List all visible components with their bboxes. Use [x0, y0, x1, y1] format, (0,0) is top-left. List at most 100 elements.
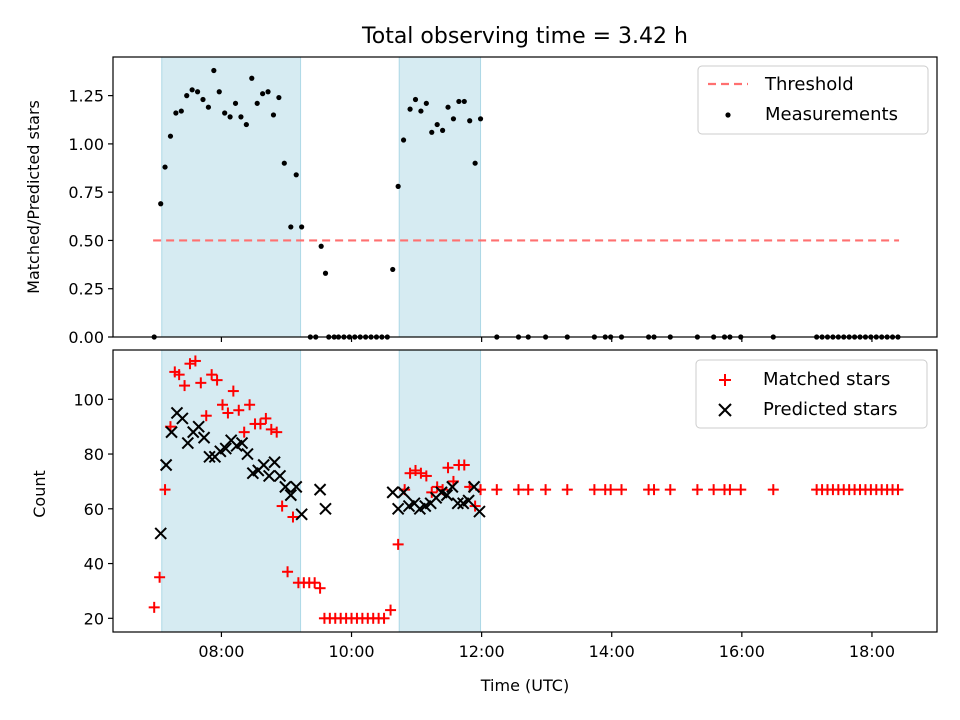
x-tick-label: 10:00: [328, 642, 374, 661]
matched-star-point: [227, 385, 239, 397]
measurement-point: [265, 89, 271, 95]
x-axis-label: Time (UTC): [480, 676, 569, 695]
count-shaded-interval: [161, 349, 302, 633]
predicted-legend-label: Predicted stars: [763, 399, 897, 420]
count-y-axis-label: Count: [30, 470, 49, 518]
ratio-y-tick-label: 0.50: [68, 231, 104, 250]
count-legend: Matched stars Predicted stars: [695, 359, 928, 429]
measurement-point: [189, 87, 195, 93]
measurement-point: [194, 89, 201, 95]
measurement-point: [270, 112, 277, 118]
matched-star-point: [211, 374, 223, 386]
matched-star-point: [309, 577, 321, 589]
matched-star-point: [200, 410, 212, 422]
predicted-legend-swatch: [718, 403, 732, 417]
measurements-legend-label: Measurements: [765, 104, 898, 125]
matched-star-point: [724, 484, 736, 496]
measurement-point: [254, 100, 260, 106]
measurement-point: [222, 110, 228, 116]
measurement-point: [227, 114, 233, 120]
x-tick-label: 14:00: [589, 642, 635, 661]
x-tick-label: 18:00: [849, 642, 895, 661]
measurement-point: [423, 100, 429, 106]
matched-star-point: [385, 604, 397, 616]
predicted-star-point: [181, 436, 195, 450]
count-plot-frame: [112, 349, 938, 633]
measurement-point: [461, 98, 467, 105]
measurement-point: [232, 100, 239, 106]
measurement-point: [211, 67, 217, 74]
measurement-point: [178, 108, 184, 114]
matched-star-point: [540, 484, 552, 496]
ratio-y-tick-label: 1.00: [68, 135, 104, 154]
measurement-point: [418, 108, 424, 114]
predicted-star-point: [241, 447, 254, 461]
predicted-star-point: [268, 456, 281, 469]
ratio-legend-box: [697, 65, 929, 135]
measurement-point: [456, 98, 462, 105]
predicted-star-point: [391, 502, 405, 516]
predicted-star-point: [257, 458, 270, 472]
predicted-star-point: [451, 497, 464, 510]
measurement-point: [200, 96, 206, 103]
matched-star-point: [378, 612, 390, 624]
predicted-star-point: [313, 483, 327, 496]
measurements-legend-swatch: [725, 112, 731, 118]
measurement-point: [407, 106, 413, 112]
matched-star-point: [512, 484, 524, 496]
measurement-point: [216, 89, 222, 95]
predicted-star-point: [273, 469, 287, 483]
predicted-star-point: [467, 480, 481, 494]
ratio-legend: Threshold Measurements: [697, 65, 929, 135]
measurement-point: [440, 127, 446, 133]
matched-star-point: [708, 484, 720, 496]
measurement-point: [412, 96, 419, 103]
count-y-tick-label: 100: [73, 390, 104, 409]
matched-star-point: [238, 426, 250, 438]
matched-star-point: [233, 404, 245, 416]
predicted-star-point: [290, 480, 303, 494]
predicted-star-point: [279, 480, 292, 494]
predicted-star-point: [319, 502, 332, 516]
measurement-point: [450, 116, 457, 122]
measurement-point: [260, 91, 266, 97]
measurement-point: [173, 110, 179, 116]
predicted-star-point: [284, 488, 298, 502]
measurement-point: [243, 121, 249, 128]
matched-star-point: [314, 582, 326, 594]
predicted-star-point: [159, 458, 173, 472]
predicted-star-point: [386, 486, 399, 499]
ratio-shaded-interval: [398, 56, 482, 338]
measurement-point: [158, 201, 164, 207]
predicted-star-point: [440, 488, 454, 502]
measurement-point: [434, 121, 440, 128]
predicted-star-point: [154, 527, 167, 540]
measurement-point: [162, 164, 168, 170]
matched-star-point: [442, 462, 454, 474]
measurement-point: [445, 104, 451, 110]
matched-star-point: [588, 484, 600, 496]
matched-star-point: [892, 484, 904, 496]
measurement-point: [288, 224, 294, 230]
matched-star-point: [735, 484, 747, 496]
x-tick-label: 08:00: [198, 642, 244, 661]
matched-star-point: [271, 426, 283, 438]
ratio-y-tick-label: 0.25: [68, 280, 104, 299]
predicted-star-point: [473, 505, 486, 518]
ratio-y-tick-label: 0.00: [68, 328, 104, 347]
matched-star-point: [282, 566, 294, 578]
threshold-legend-label: Threshold: [764, 74, 854, 95]
measurement-point: [395, 183, 401, 189]
predicted-star-point: [397, 486, 410, 499]
ratio-y-axis-label: Matched/Predicted stars: [24, 100, 43, 294]
measurement-point: [400, 137, 407, 143]
matched-star-point: [260, 412, 272, 424]
predicted-star-point: [235, 436, 249, 450]
measurement-point: [299, 224, 305, 230]
matched-star-point: [605, 484, 617, 496]
predicted-star-point: [262, 469, 276, 483]
matched-star-point: [664, 484, 676, 496]
predicted-star-point: [446, 480, 459, 494]
measurement-point: [429, 129, 435, 135]
